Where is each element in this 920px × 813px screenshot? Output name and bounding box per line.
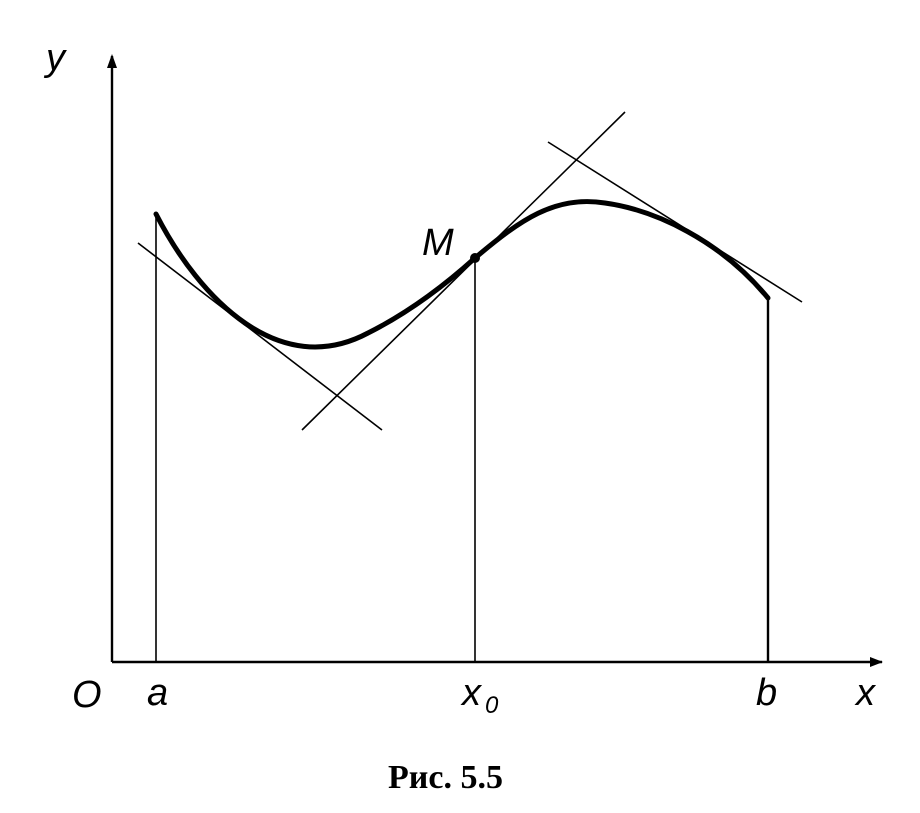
function-curve xyxy=(153,199,771,350)
label-x0-subscript: 0 xyxy=(485,692,499,719)
point-m-label: M xyxy=(422,222,454,264)
label-x0: x xyxy=(460,672,483,714)
point-m-marker xyxy=(470,253,480,263)
tangent-left xyxy=(137,242,383,431)
x-axis-label: x xyxy=(854,672,877,714)
label-a: a xyxy=(147,672,168,714)
tangent-right xyxy=(547,141,803,303)
label-b: b xyxy=(756,672,777,714)
figure-caption: Рис. 5.5 xyxy=(388,759,503,796)
origin-label: O xyxy=(72,674,102,716)
y-axis-label: y xyxy=(43,37,67,79)
